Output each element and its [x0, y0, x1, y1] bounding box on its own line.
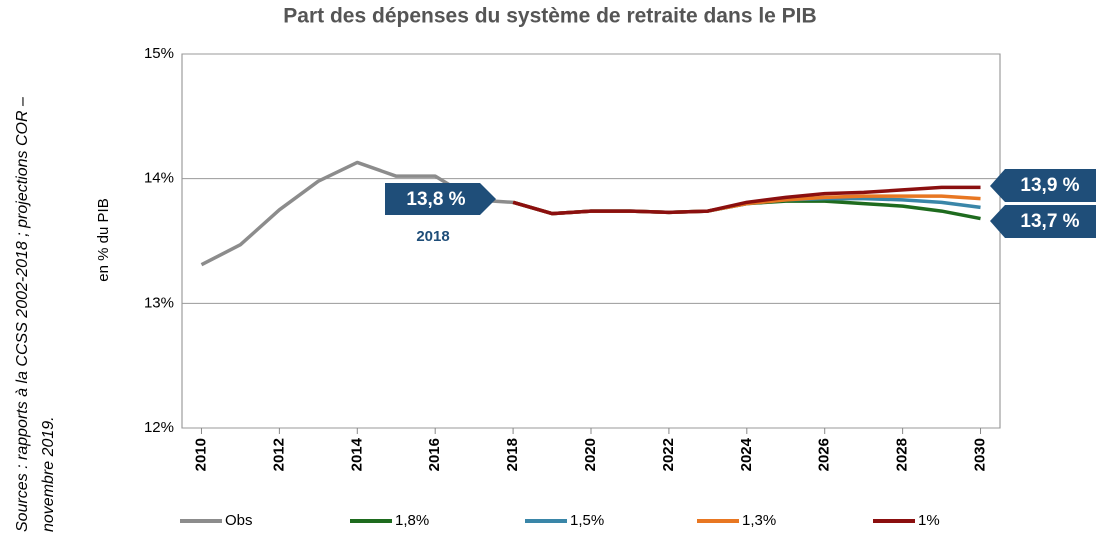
legend-label: 1% — [918, 512, 940, 529]
callout-shape — [990, 169, 1096, 202]
y-tick-label: 12% — [144, 419, 174, 436]
callout-label: 13,8 % — [406, 189, 465, 210]
x-tick-label: 2012 — [270, 438, 287, 471]
legend-label: 1,5% — [570, 512, 604, 529]
legend-label: 1,8% — [395, 512, 429, 529]
x-tick-label: 2020 — [582, 438, 599, 471]
chart-title: Part des dépenses du système de retraite… — [283, 5, 816, 28]
x-tick-label: 2014 — [348, 437, 365, 471]
legend-label: Obs — [225, 512, 253, 529]
y-axis-label: en % du PIB — [95, 198, 112, 281]
x-tick-label: 2010 — [192, 438, 209, 471]
x-tick-label: 2022 — [660, 438, 677, 471]
source-box: Sources : rapports à la CCSS 2002-2018 ;… — [14, 97, 57, 532]
callout-year: 2018 — [416, 228, 449, 245]
callout-shape — [385, 183, 496, 215]
source-note: Sources : rapports à la CCSS 2002-2018 ;… — [14, 97, 57, 532]
x-tick-label: 2028 — [894, 438, 911, 471]
y-tick-label: 14% — [144, 170, 174, 187]
callout-label: 13,9 % — [1020, 175, 1079, 196]
x-tick-label: 2018 — [504, 438, 521, 471]
x-tick-label: 2026 — [816, 438, 833, 471]
callout-label: 13,7 % — [1020, 211, 1079, 232]
x-tick-label: 2024 — [738, 437, 755, 471]
x-tick-label: 2030 — [971, 438, 988, 471]
legend-label: 1,3% — [742, 512, 776, 529]
x-tick-label: 2016 — [426, 438, 443, 471]
callout-shape — [990, 205, 1096, 238]
y-tick-label: 13% — [144, 294, 174, 311]
series-line — [512, 185, 981, 216]
y-tick-label: 15% — [144, 45, 174, 62]
